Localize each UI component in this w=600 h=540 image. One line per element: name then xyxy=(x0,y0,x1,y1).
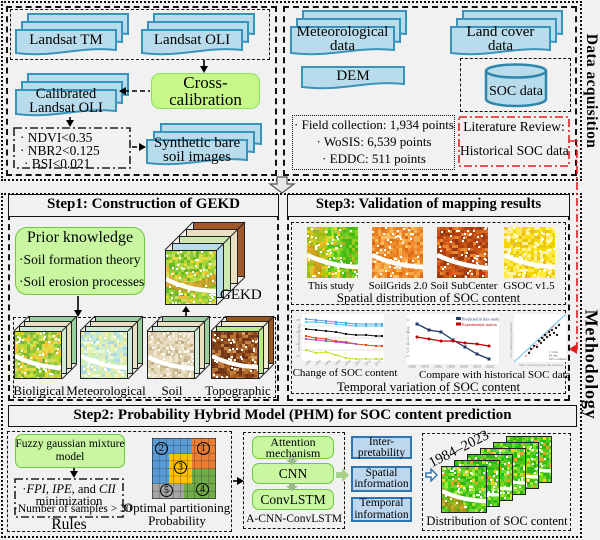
svg-text:1970: 1970 xyxy=(421,365,429,369)
svg-text:16: 16 xyxy=(296,354,300,358)
svg-text:2010: 2010 xyxy=(473,365,481,369)
svg-text:1984: 1984 xyxy=(304,359,312,367)
svg-text:Predicted in this study: Predicted in this study xyxy=(462,317,500,322)
svg-text:1989: 1989 xyxy=(314,359,322,367)
svg-text:95% confidence: 95% confidence xyxy=(549,357,567,361)
svg-text:2014: 2014 xyxy=(364,359,372,367)
svg-text:1990: 1990 xyxy=(447,365,455,369)
svg-text:Experimental station: Experimental station xyxy=(462,322,498,327)
svg-text:20: 20 xyxy=(296,342,300,346)
svg-text:1:1 line: 1:1 line xyxy=(549,350,559,354)
svg-text:2000: 2000 xyxy=(460,365,468,369)
svg-text:SOC content (g/kg): SOC content (g/kg) xyxy=(297,323,301,351)
svg-text:34: 34 xyxy=(406,318,410,322)
svg-text:1980: 1980 xyxy=(434,365,442,369)
svg-text:28: 28 xyxy=(296,318,300,322)
svg-text:2004: 2004 xyxy=(344,359,352,367)
svg-text:SOC content (g/kg): SOC content (g/kg) xyxy=(406,325,410,353)
svg-text:SOC content (g/kg) predicted: SOC content (g/kg) predicted xyxy=(509,322,513,358)
svg-text:30: 30 xyxy=(406,330,410,334)
svg-text:1994: 1994 xyxy=(324,359,332,367)
svg-text:26: 26 xyxy=(406,342,410,346)
svg-text:1999: 1999 xyxy=(334,359,342,367)
svg-text:24: 24 xyxy=(296,330,300,334)
svg-text:2019: 2019 xyxy=(374,359,382,367)
svg-text:Fit line: Fit line xyxy=(549,354,558,358)
svg-text:SOC content (g/kg) by this ref: SOC content (g/kg) by this reference xyxy=(519,363,564,367)
svg-text:2020: 2020 xyxy=(486,365,494,369)
svg-text:2009: 2009 xyxy=(354,359,362,367)
svg-text:22: 22 xyxy=(406,354,410,358)
svg-text:1960: 1960 xyxy=(408,365,416,369)
